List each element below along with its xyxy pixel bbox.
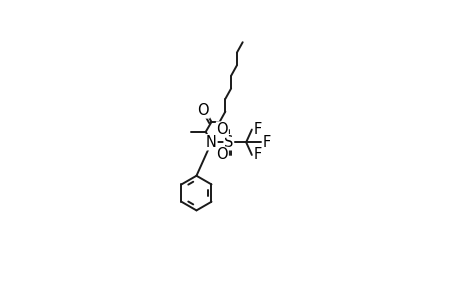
Text: O: O — [216, 148, 228, 163]
Text: O: O — [216, 122, 228, 137]
Text: N: N — [206, 135, 217, 150]
Text: F: F — [253, 148, 261, 163]
Text: F: F — [262, 135, 270, 150]
Text: F: F — [253, 122, 261, 137]
Text: S: S — [224, 135, 233, 150]
Text: O: O — [197, 103, 209, 118]
